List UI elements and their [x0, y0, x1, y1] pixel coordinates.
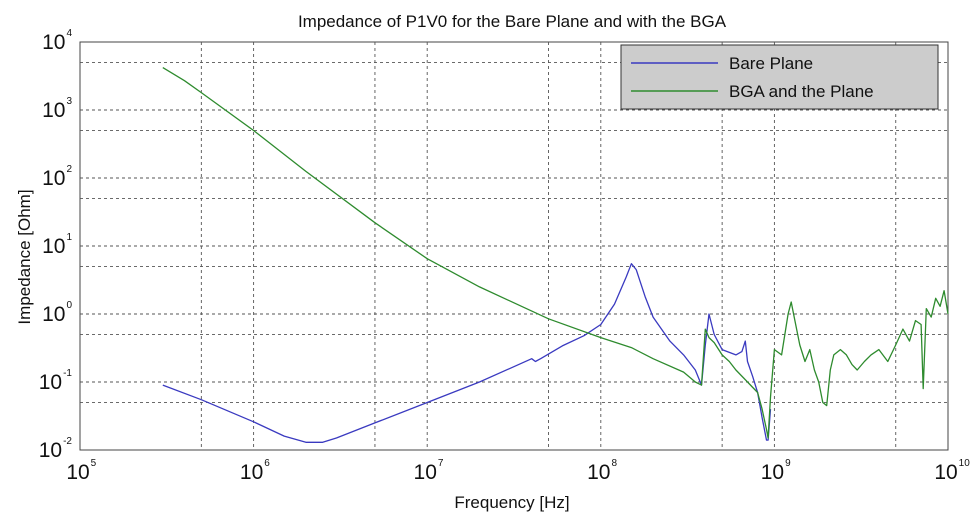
- y-tick-label: 10 -2: [39, 436, 73, 462]
- x-tick-label-exponent: 10: [959, 458, 971, 469]
- x-tick-label-exponent: 7: [438, 458, 444, 469]
- legend-label-bga-and-plane: BGA and the Plane: [729, 82, 874, 101]
- y-tick-label-base: 10: [42, 31, 65, 54]
- x-tick-label-base: 10: [761, 461, 784, 484]
- y-tick-label-exponent: 2: [66, 164, 72, 175]
- x-tick-label: 10 6: [240, 458, 270, 484]
- y-tick-label-exponent: 0: [66, 300, 72, 311]
- y-tick-label-exponent: 4: [66, 28, 72, 39]
- y-tick-label-base: 10: [42, 235, 65, 258]
- y-tick-label-exponent: 3: [66, 96, 72, 107]
- x-tick-label: 10 5: [66, 458, 96, 484]
- y-tick-label: 10 2: [42, 164, 72, 190]
- chart-title: Impedance of P1V0 for the Bare Plane and…: [298, 12, 727, 31]
- legend-box: [620, 44, 939, 110]
- x-tick-label-base: 10: [587, 461, 610, 484]
- y-axis-label: Impedance [Ohm]: [15, 189, 34, 324]
- x-tick-label: 10 10: [934, 458, 970, 484]
- x-tick-label: 10 7: [414, 458, 444, 484]
- series-line-bga-and-the-plane: [162, 67, 949, 439]
- x-tick-label-base: 10: [934, 461, 957, 484]
- x-tick-label-base: 10: [240, 461, 263, 484]
- y-tick-label: 10 3: [42, 96, 72, 122]
- x-tick-label-exponent: 8: [611, 458, 617, 469]
- y-tick-label-exponent: -1: [63, 368, 72, 379]
- series-line-bare-plane: [162, 263, 772, 443]
- x-axis-label: Frequency [Hz]: [454, 493, 569, 512]
- legend-label-bare-plane: Bare Plane: [729, 54, 813, 73]
- x-tick-label-base: 10: [66, 461, 89, 484]
- x-tick-label-base: 10: [414, 461, 437, 484]
- x-tick-label: 10 9: [761, 458, 791, 484]
- y-tick-label: 10 4: [42, 28, 72, 54]
- x-tick-label-exponent: 5: [91, 458, 97, 469]
- x-tick-label-exponent: 9: [785, 458, 791, 469]
- x-tick-label: 10 8: [587, 458, 617, 484]
- y-tick-label-base: 10: [39, 439, 62, 462]
- y-tick-label: 10 -1: [39, 368, 73, 394]
- y-tick-label-base: 10: [42, 167, 65, 190]
- data-series: [162, 67, 949, 443]
- y-tick-label: 10 1: [42, 232, 72, 258]
- y-tick-label: 10 0: [42, 300, 72, 326]
- x-tick-label-exponent: 6: [264, 458, 270, 469]
- legend: Bare Plane BGA and the Plane: [620, 44, 939, 110]
- y-tick-label-exponent: -2: [63, 436, 72, 447]
- y-tick-label-base: 10: [42, 99, 65, 122]
- y-tick-label-base: 10: [42, 303, 65, 326]
- y-tick-label-exponent: 1: [66, 232, 72, 243]
- y-tick-label-base: 10: [39, 371, 62, 394]
